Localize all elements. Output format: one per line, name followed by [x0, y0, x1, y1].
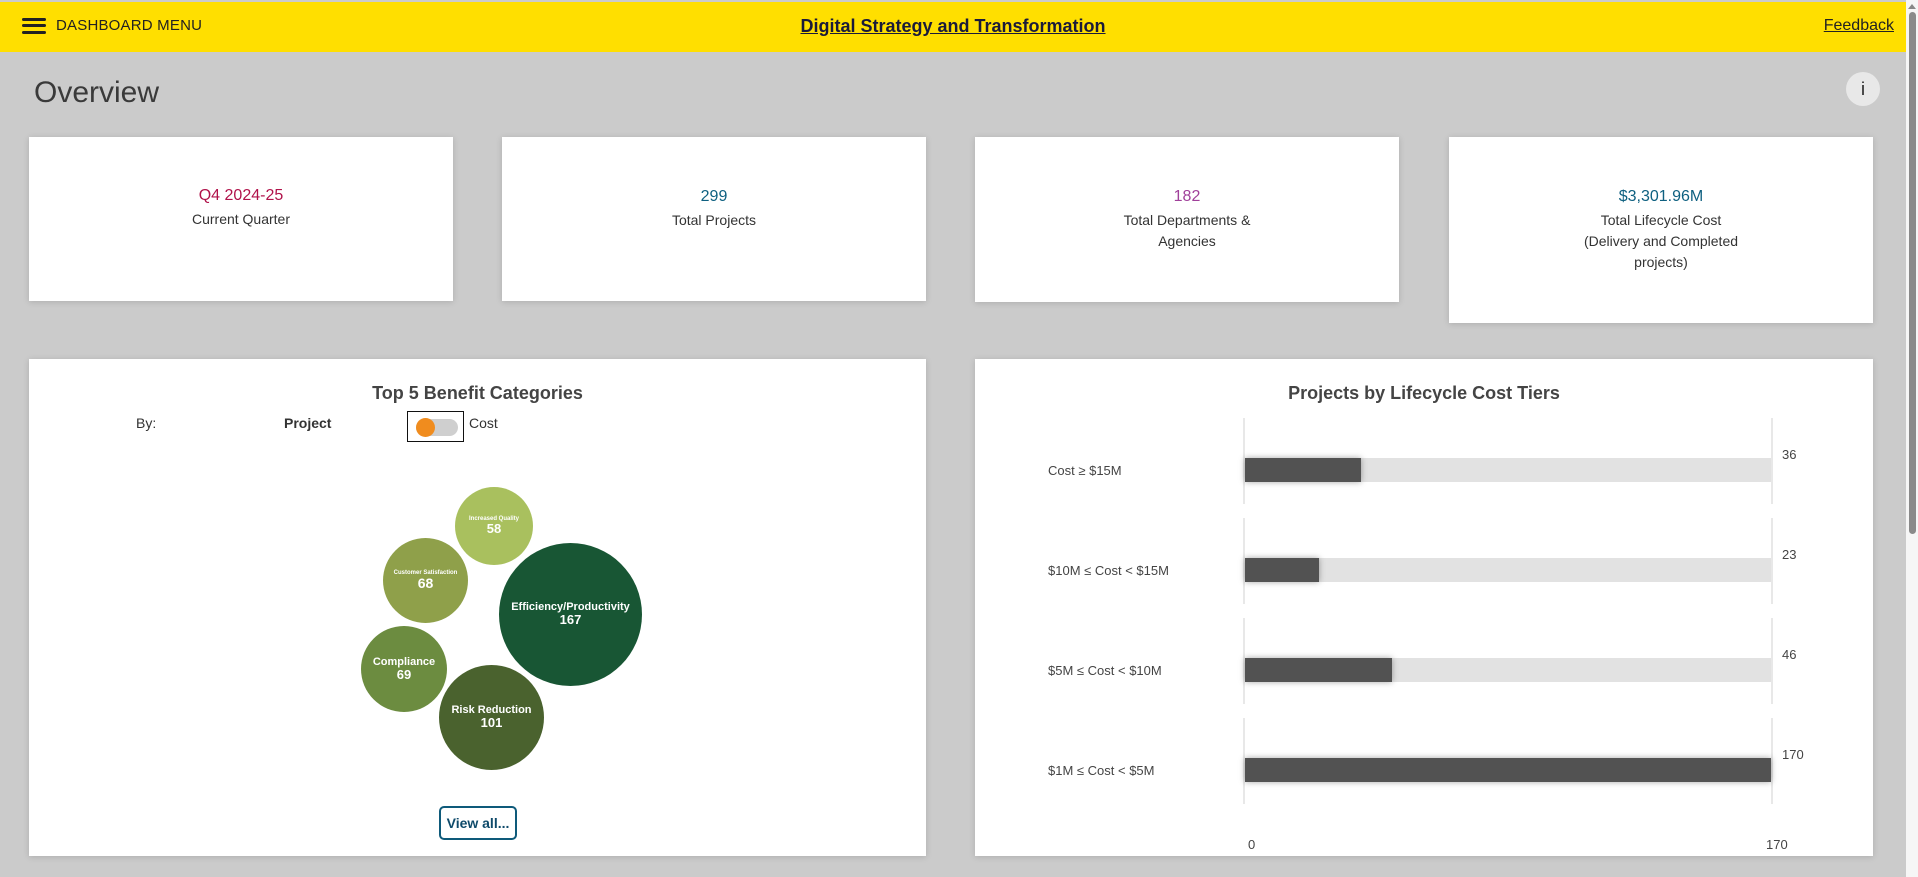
bubble-label: Customer Satisfaction [393, 569, 458, 576]
bar-cost-10m-15m[interactable] [1245, 558, 1319, 582]
kpi-label-line1: Total Departments & [1123, 212, 1251, 228]
page-title: Overview [34, 76, 160, 109]
bubble-efficiency-productivity[interactable]: Efficiency/Productivity 167 [499, 543, 642, 686]
kpi-label-line1: Total Lifecycle Cost [1600, 212, 1722, 228]
kpi-card-current-quarter: Q4 2024-25 Current Quarter [29, 137, 453, 301]
toggle-track [416, 418, 458, 437]
bar-track [1245, 558, 1771, 582]
bar-track [1245, 458, 1771, 482]
by-label: By: [136, 415, 157, 431]
feedback-link[interactable]: Feedback [1823, 17, 1894, 34]
dashboard-menu-label: DASHBOARD MENU [56, 17, 203, 34]
axis-line-right [1771, 418, 1773, 504]
bubble-value: 58 [486, 521, 502, 537]
bubble-label: Risk Reduction [451, 704, 532, 717]
kpi-label: Total Projects [671, 212, 757, 228]
kpi-label: Current Quarter [191, 211, 291, 227]
view-all-button[interactable]: View all... [439, 806, 517, 840]
bar-cost-5m-10m[interactable] [1245, 658, 1392, 682]
bar-track [1245, 658, 1771, 682]
bar-value: 46 [1782, 647, 1797, 662]
bubble-label: Efficiency/Productivity [511, 601, 630, 614]
bubble-compliance[interactable]: Compliance 69 [361, 626, 447, 712]
hamburger-icon [22, 17, 46, 34]
bar-value: 36 [1782, 447, 1797, 462]
info-icon: i [1861, 79, 1865, 99]
toggle-project-label: Project [284, 415, 332, 431]
bubble-value: 68 [417, 575, 434, 592]
axis-line-left [1243, 518, 1245, 604]
tier-label: Cost ≥ $15M [1048, 463, 1122, 478]
bubble-value: 69 [396, 666, 412, 682]
bar-track [1245, 758, 1771, 782]
axis-line-right [1771, 718, 1773, 804]
toggle-cost-label: Cost [469, 415, 498, 431]
kpi-label-line3: projects) [1634, 254, 1688, 270]
dashboard-menu-button[interactable]: DASHBOARD MENU [22, 17, 202, 34]
kpi-value: $3,301.96M [1618, 188, 1704, 205]
bubble-label: Compliance [372, 655, 436, 668]
axis-line-left [1243, 418, 1245, 504]
scroll-up-arrow-icon[interactable] [1908, 4, 1916, 9]
bar-cost-15m-plus[interactable] [1245, 458, 1361, 482]
kpi-card-total-departments: 182 Total Departments & Agencies [975, 137, 1399, 302]
bar-value: 170 [1782, 747, 1804, 762]
page-scrollbar[interactable] [1906, 0, 1918, 877]
app-title-link[interactable]: Digital Strategy and Transformation [800, 16, 1106, 36]
panel-title: Projects by Lifecycle Cost Tiers [1288, 383, 1560, 403]
tier-label: $5M ≤ Cost < $10M [1048, 663, 1162, 678]
axis-line-right [1771, 618, 1773, 704]
bubble-value: 101 [480, 715, 503, 731]
top-bar: DASHBOARD MENU Digital Strategy and Tran… [0, 2, 1906, 52]
tier-label: $10M ≤ Cost < $15M [1048, 563, 1169, 578]
kpi-label-line2: Agencies [1158, 233, 1216, 249]
bubble-value: 167 [559, 612, 582, 628]
axis-tick-min: 0 [1248, 837, 1256, 852]
bubble-customer-satisfaction[interactable]: Customer Satisfaction 68 [383, 538, 468, 623]
bar-cost-1m-5m[interactable] [1245, 758, 1771, 782]
bar-value: 23 [1782, 547, 1797, 562]
kpi-card-lifecycle-cost: $3,301.96M Total Lifecycle Cost (Deliver… [1449, 137, 1873, 323]
toggle-knob [416, 418, 435, 437]
tier-label: $1M ≤ Cost < $5M [1048, 763, 1155, 778]
kpi-value: 182 [1173, 188, 1201, 205]
scroll-thumb[interactable] [1909, 12, 1916, 534]
cost-tiers-panel: Projects by Lifecycle Cost Tiers Cost ≥ … [975, 359, 1873, 856]
axis-tick-max: 170 [1766, 837, 1788, 852]
kpi-label-line2: (Delivery and Completed [1583, 233, 1739, 249]
info-button[interactable]: i [1846, 72, 1880, 106]
bubble-risk-reduction[interactable]: Risk Reduction 101 [439, 665, 544, 770]
bubble-increased-quality[interactable]: Increased Quality 58 [455, 487, 533, 565]
bubble-label: Increased Quality [468, 515, 520, 522]
kpi-card-total-projects: 299 Total Projects [502, 137, 926, 301]
kpi-value: Q4 2024-25 [198, 187, 284, 204]
panel-title: Top 5 Benefit Categories [372, 383, 583, 403]
axis-line-left [1243, 718, 1245, 804]
kpi-value: 299 [700, 188, 728, 205]
project-cost-toggle[interactable] [407, 411, 464, 442]
axis-line-left [1243, 618, 1245, 704]
axis-line-right [1771, 518, 1773, 604]
benefit-categories-panel: Top 5 Benefit Categories By: Project Cos… [29, 359, 926, 856]
